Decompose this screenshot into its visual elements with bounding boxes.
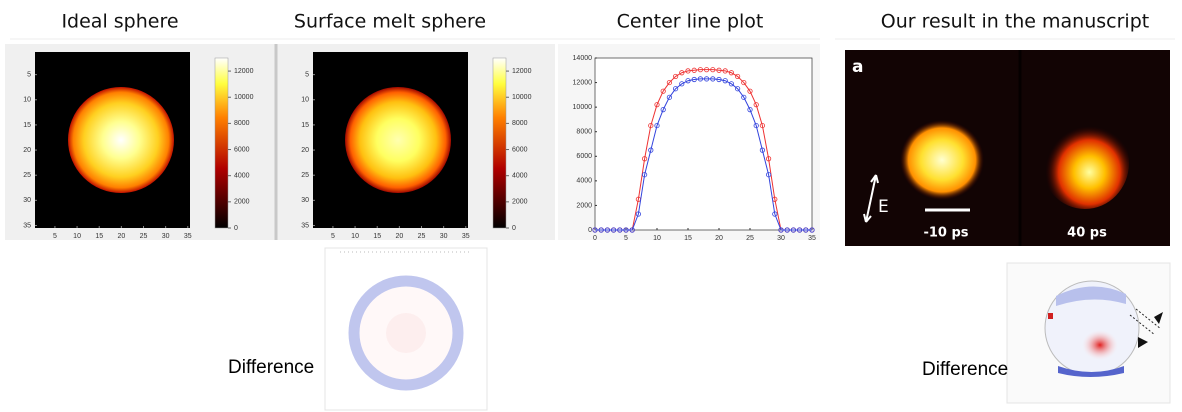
x-tick-label: 15 xyxy=(95,233,103,240)
red-region xyxy=(1082,330,1118,360)
header-title: Surface melt sphere xyxy=(294,11,486,33)
y-tick-label: 2000 xyxy=(576,202,592,209)
colorbar-tick-label: 0 xyxy=(234,225,238,232)
x-tick-label: 30 xyxy=(440,233,448,240)
y-tick-label: 8000 xyxy=(576,129,592,136)
y-tick-label: 35 xyxy=(23,222,31,229)
x-tick-label: 35 xyxy=(184,233,192,240)
colorbar-tick-label: 6000 xyxy=(234,146,250,153)
header-title: Our result in the manuscript xyxy=(881,11,1149,33)
colorbar-tick-label: 8000 xyxy=(512,120,528,127)
panel-label: a xyxy=(852,57,863,77)
time-label: 40 ps xyxy=(1067,226,1107,241)
header-title: Ideal sphere xyxy=(61,11,178,33)
sphere xyxy=(345,87,451,193)
y-tick-label: 4000 xyxy=(576,178,592,185)
x-tick-label: 25 xyxy=(746,235,754,242)
x-tick-label: 30 xyxy=(162,233,170,240)
time-label: -10 ps xyxy=(923,226,968,241)
x-tick-label: 5 xyxy=(624,235,628,242)
y-tick-label: 20 xyxy=(23,147,31,154)
y-tick-label: 10 xyxy=(23,97,31,104)
x-tick-label: 10 xyxy=(351,233,359,240)
y-tick-label: 25 xyxy=(301,172,309,179)
colorbar-tick-label: 2000 xyxy=(234,199,250,206)
colorbar-tick-label: 12000 xyxy=(512,68,532,75)
x-tick-label: 20 xyxy=(117,233,125,240)
colorbar xyxy=(215,58,228,228)
x-tick-label: 15 xyxy=(373,233,381,240)
colorbar-tick-label: 10000 xyxy=(512,94,532,101)
blob xyxy=(1041,117,1129,209)
x-tick-label: 30 xyxy=(777,235,785,242)
y-tick-label: 10 xyxy=(301,97,309,104)
x-tick-label: 5 xyxy=(331,233,335,240)
difference-center xyxy=(386,313,426,353)
colorbar-tick-label: 0 xyxy=(512,225,516,232)
y-tick-label: 6000 xyxy=(576,153,592,160)
colorbar-tick-label: 10000 xyxy=(234,94,254,101)
y-tick-label: 5 xyxy=(305,71,309,78)
x-tick-label: 0 xyxy=(593,235,597,242)
x-tick-label: 20 xyxy=(715,235,723,242)
x-tick-label: 35 xyxy=(462,233,470,240)
y-tick-label: 15 xyxy=(23,122,31,129)
colorbar-tick-label: 4000 xyxy=(512,173,528,180)
difference-label: Difference xyxy=(228,357,314,378)
x-tick-label: 35 xyxy=(808,235,816,242)
plot-area xyxy=(595,58,812,230)
blob xyxy=(900,120,984,200)
x-tick-label: 10 xyxy=(653,235,661,242)
colorbar-tick-label: 12000 xyxy=(234,68,254,75)
x-tick-label: 20 xyxy=(395,233,403,240)
x-tick-label: 5 xyxy=(53,233,57,240)
y-tick-label: 0 xyxy=(588,227,592,234)
x-tick-label: 25 xyxy=(418,233,426,240)
y-tick-label: 20 xyxy=(301,147,309,154)
x-tick-label: 10 xyxy=(73,233,81,240)
colorbar xyxy=(493,58,506,228)
x-tick-label: 25 xyxy=(140,233,148,240)
y-tick-label: 12000 xyxy=(573,79,593,86)
y-tick-label: 15 xyxy=(301,122,309,129)
colorbar-tick-label: 2000 xyxy=(512,199,528,206)
y-tick-label: 14000 xyxy=(573,55,593,62)
colorbar-tick-label: 6000 xyxy=(512,146,528,153)
y-tick-label: 25 xyxy=(23,172,31,179)
sphere xyxy=(68,87,174,193)
y-tick-label: 35 xyxy=(301,222,309,229)
difference-label: Difference xyxy=(922,359,1008,380)
red-pixel xyxy=(1048,313,1053,319)
y-tick-label: 10000 xyxy=(573,104,593,111)
y-tick-label: 5 xyxy=(27,71,31,78)
header-title: Center line plot xyxy=(617,11,764,33)
colorbar-tick-label: 4000 xyxy=(234,173,250,180)
y-tick-label: 30 xyxy=(301,197,309,204)
colorbar-tick-label: 8000 xyxy=(234,120,250,127)
x-tick-label: 15 xyxy=(684,235,692,242)
field-label: E xyxy=(878,197,889,217)
figure: a E -10 ps 40 ps Our result in the manus… xyxy=(0,0,1182,412)
y-tick-label: 30 xyxy=(23,197,31,204)
